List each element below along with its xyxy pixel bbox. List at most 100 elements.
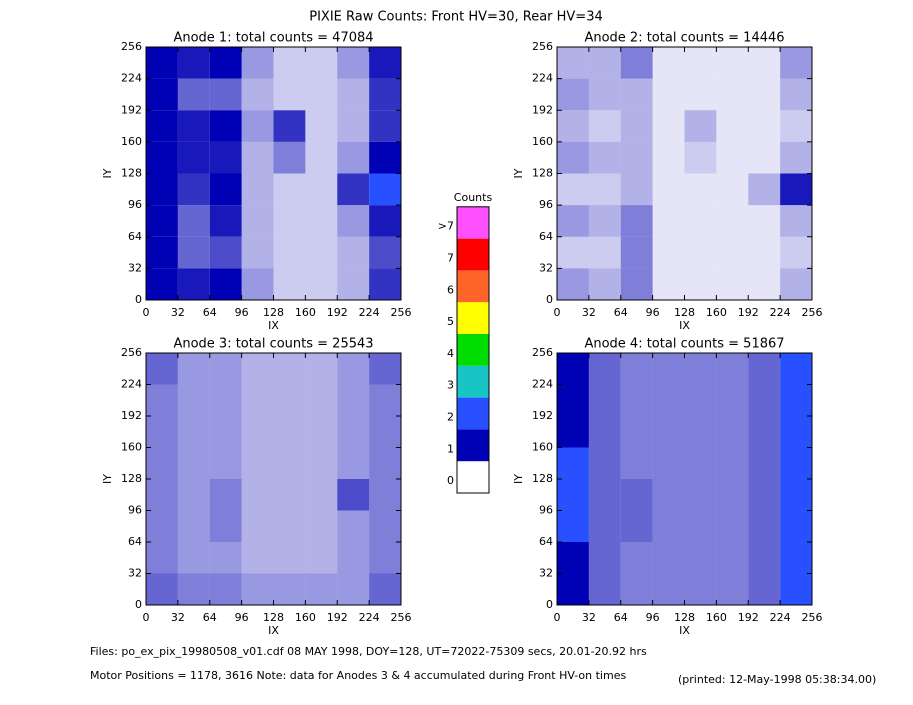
heatmap-cell xyxy=(305,173,338,206)
heatmap-cell xyxy=(209,416,242,448)
y-tick-label: 224 xyxy=(532,72,553,85)
y-tick-label: 96 xyxy=(539,198,553,211)
heatmap-cell xyxy=(369,353,401,385)
heatmap-cell xyxy=(241,573,274,605)
panel-title: Anode 1: total counts = 47084 xyxy=(173,31,373,46)
x-axis-label: IX xyxy=(268,319,279,332)
colorbar-swatch xyxy=(457,461,489,493)
heatmap-cell xyxy=(748,573,781,605)
heatmap-cell xyxy=(337,542,370,574)
y-tick-label: 256 xyxy=(532,346,553,359)
colorbar-label: 1 xyxy=(447,442,454,455)
heatmap-cell xyxy=(684,384,717,416)
heatmap-cell xyxy=(748,416,781,448)
heatmap-cell xyxy=(557,384,589,416)
y-tick-label: 192 xyxy=(532,103,553,116)
y-tick-label: 160 xyxy=(532,441,553,454)
heatmap-cell xyxy=(588,510,621,542)
heatmap-cell xyxy=(780,205,812,237)
heatmap-cell xyxy=(241,173,274,206)
heatmap-cell xyxy=(588,353,621,385)
heatmap-cell xyxy=(748,110,781,142)
heatmap-cell xyxy=(305,573,338,605)
heatmap-cell xyxy=(557,416,589,448)
heatmap-cell xyxy=(716,542,749,574)
heatmap-cell xyxy=(588,78,621,111)
heatmap-cell xyxy=(146,141,178,174)
heatmap-cell xyxy=(146,236,178,269)
heatmap-cell xyxy=(209,205,242,237)
heatmap-cell xyxy=(241,542,274,574)
heatmap-cell xyxy=(209,47,242,79)
colorbar-swatch xyxy=(457,334,489,366)
y-tick-label: 64 xyxy=(128,230,142,243)
heatmap-cell xyxy=(684,173,717,206)
heatmap-cell xyxy=(273,353,306,385)
heatmap-cell xyxy=(273,236,306,269)
heatmap-cell xyxy=(780,110,812,142)
heatmap-cell xyxy=(557,236,589,269)
heatmap-cell xyxy=(369,268,401,300)
heatmap-cell xyxy=(337,110,370,142)
y-tick-label: 160 xyxy=(121,441,142,454)
heatmap-cell xyxy=(557,510,589,542)
heatmap-cell xyxy=(780,353,812,385)
heatmap-cell xyxy=(684,542,717,574)
heatmap-cell xyxy=(177,573,210,605)
heatmap-cell xyxy=(273,573,306,605)
heatmap-cell xyxy=(588,384,621,416)
heatmap-cell xyxy=(273,141,306,174)
heatmap-cell xyxy=(209,141,242,174)
heatmap-cell xyxy=(146,173,178,206)
heatmap-cell xyxy=(557,110,589,142)
x-axis-label: IX xyxy=(679,319,690,332)
x-tick-label: 32 xyxy=(171,611,185,624)
heatmap-cell xyxy=(557,78,589,111)
heatmap-cell xyxy=(305,47,338,79)
heatmap-cell xyxy=(369,384,401,416)
heatmap-cell xyxy=(177,141,210,174)
heatmap-cell xyxy=(652,353,685,385)
x-tick-label: 32 xyxy=(582,611,596,624)
y-tick-label: 160 xyxy=(121,135,142,148)
heatmap-cell xyxy=(273,78,306,111)
heatmap-cell xyxy=(620,205,653,237)
y-tick-label: 224 xyxy=(532,378,553,391)
colorbar-swatch xyxy=(457,270,489,303)
heatmap-cell xyxy=(146,110,178,142)
y-tick-label: 160 xyxy=(532,135,553,148)
x-tick-label: 256 xyxy=(391,611,412,624)
heatmap-cell xyxy=(716,510,749,542)
heatmap-cell xyxy=(716,416,749,448)
heatmap-cell xyxy=(209,78,242,111)
heatmap-cell xyxy=(780,416,812,448)
heatmap-cell xyxy=(684,447,717,479)
heatmap-cell xyxy=(241,384,274,416)
x-tick-label: 64 xyxy=(203,611,217,624)
heatmap-cell xyxy=(146,479,178,511)
heatmap-cell xyxy=(652,416,685,448)
y-tick-label: 32 xyxy=(539,261,553,274)
heatmap-cell xyxy=(588,416,621,448)
heatmap-cell xyxy=(369,479,401,511)
heatmap-cell xyxy=(177,416,210,448)
x-tick-label: 0 xyxy=(554,611,561,624)
heatmap-cell xyxy=(177,510,210,542)
heatmap-cell xyxy=(684,573,717,605)
x-tick-label: 128 xyxy=(674,306,695,319)
heatmap-cell xyxy=(369,510,401,542)
y-tick-label: 32 xyxy=(128,261,142,274)
heatmap-cell xyxy=(557,173,589,206)
heatmap-cell xyxy=(652,78,685,111)
y-tick-label: 32 xyxy=(539,567,553,580)
chart-title: PIXIE Raw Counts: Front HV=30, Rear HV=3… xyxy=(309,10,603,25)
x-tick-label: 160 xyxy=(295,306,316,319)
heatmap-cell xyxy=(557,479,589,511)
heatmap-cell xyxy=(273,447,306,479)
x-tick-label: 192 xyxy=(738,306,759,319)
x-tick-label: 64 xyxy=(203,306,217,319)
y-tick-label: 256 xyxy=(121,346,142,359)
heatmap-cell xyxy=(620,573,653,605)
heatmap-cell xyxy=(652,542,685,574)
heatmap-cell xyxy=(369,236,401,269)
